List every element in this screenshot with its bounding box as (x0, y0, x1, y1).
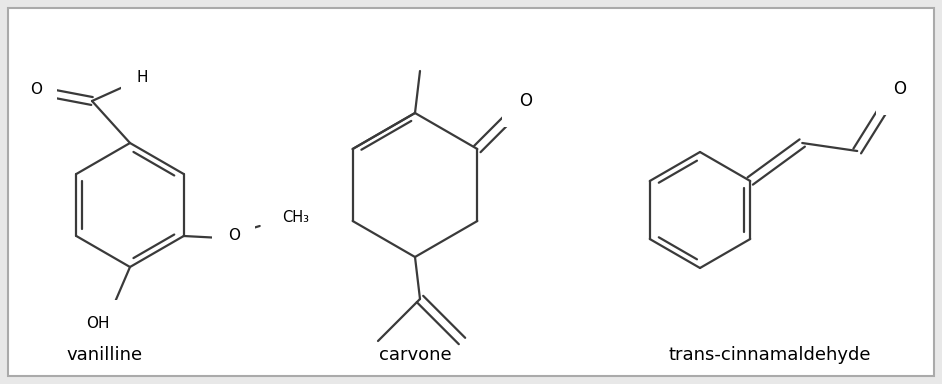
Text: trans-cinnamaldehyde: trans-cinnamaldehyde (669, 346, 871, 364)
Text: H: H (137, 71, 148, 86)
Text: O: O (228, 228, 239, 243)
Text: O: O (893, 80, 905, 98)
Text: O: O (30, 83, 42, 98)
Text: carvone: carvone (379, 346, 451, 364)
FancyBboxPatch shape (8, 8, 934, 376)
Text: vanilline: vanilline (67, 346, 143, 364)
Text: O: O (519, 92, 532, 110)
Text: CH₃: CH₃ (282, 210, 309, 225)
Text: OH: OH (87, 316, 110, 331)
